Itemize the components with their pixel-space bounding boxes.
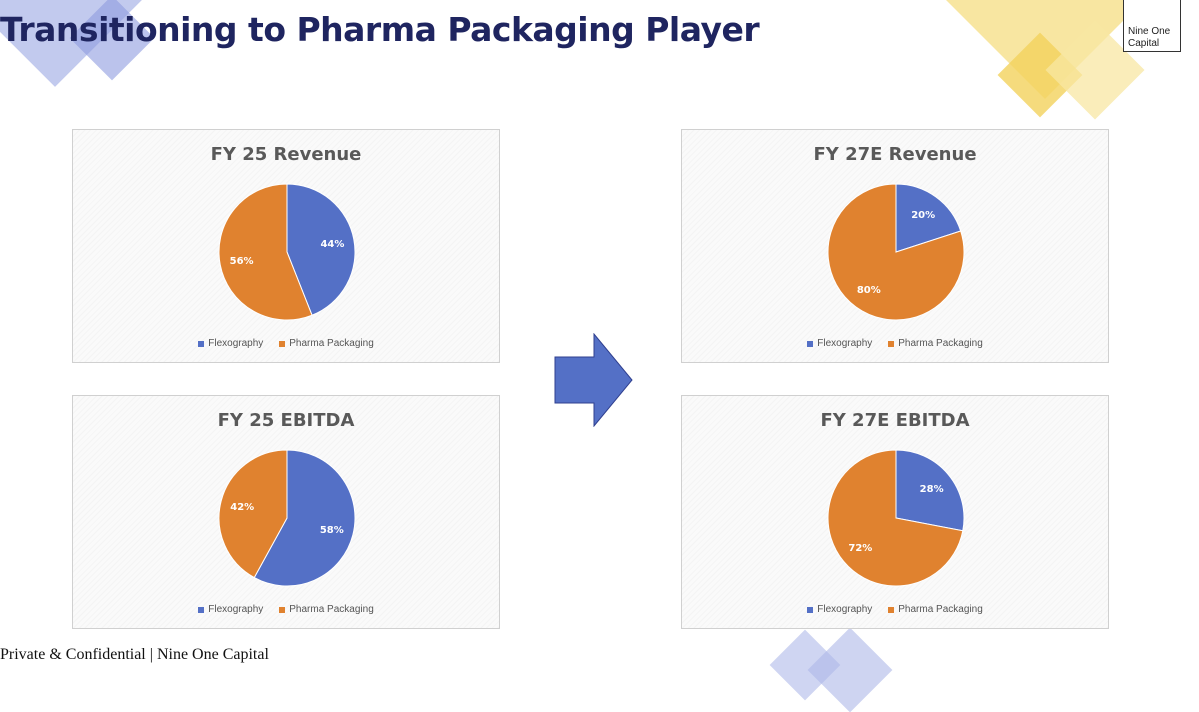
legend-item-pharma-packaging: Pharma Packaging (279, 338, 374, 349)
page-title: Transitioning to Pharma Packaging Player (0, 10, 760, 49)
logo-line2: Capital (1128, 38, 1160, 49)
legend-label: Pharma Packaging (898, 338, 983, 349)
legend-item-flexography: Flexography (807, 604, 872, 615)
legend-label: Flexography (817, 604, 873, 615)
pie-slice-flexography (286, 183, 356, 316)
transition-arrow-icon (554, 333, 633, 427)
pie-chart: 44% 56% (218, 183, 356, 321)
pie-slice-flexography (895, 449, 965, 532)
legend-item-flexography: Flexography (198, 338, 263, 349)
chart-legend: Flexography Pharma Packaging (682, 604, 1108, 615)
legend-swatch-flexography (198, 340, 205, 347)
pie-data-label: 56% (230, 256, 254, 267)
chart-title: FY 25 Revenue (210, 144, 362, 165)
pie-data-label: 72% (848, 543, 872, 554)
chart-fy25-revenue: FY 25 Revenue 44% 56% Flexography Pharma … (72, 129, 500, 363)
legend-item-pharma-packaging: Pharma Packaging (888, 604, 983, 615)
pie-slice-pharma-packaging (827, 183, 965, 321)
legend-label: Flexography (817, 338, 873, 349)
footer-text: Private & Confidential | Nine One Capita… (0, 646, 269, 663)
legend-label: Flexography (208, 338, 264, 349)
legend-swatch-pharma-packaging (888, 340, 895, 347)
pie-data-label: 44% (320, 239, 344, 250)
pie-data-label: 42% (230, 502, 254, 513)
legend-swatch-flexography (198, 606, 205, 613)
decor-blue-diamond-bottom2 (807, 627, 893, 712)
chart-fy25-ebitda: FY 25 EBITDA 58% 42% Flexography Pharma P… (72, 395, 500, 629)
brand-logo: Nine One Capital (1123, 0, 1181, 52)
pie-slice-pharma-packaging (218, 183, 313, 321)
legend-swatch-pharma-packaging (279, 340, 286, 347)
legend-label: Pharma Packaging (289, 604, 374, 615)
legend-label: Pharma Packaging (289, 338, 374, 349)
pie-data-label: 80% (857, 285, 881, 296)
legend-swatch-flexography (807, 340, 814, 347)
chart-title: FY 27E Revenue (813, 144, 977, 165)
chart-legend: Flexography Pharma Packaging (73, 604, 499, 615)
legend-label: Flexography (208, 604, 264, 615)
chart-fy27e-ebitda: FY 27E EBITDA 28% 72% Flexography Pharma … (681, 395, 1109, 629)
logo-line1: Nine One (1128, 26, 1171, 37)
legend-item-pharma-packaging: Pharma Packaging (888, 338, 983, 349)
legend-item-flexography: Flexography (198, 604, 263, 615)
chart-fy27e-revenue: FY 27E Revenue 20% 80% Flexography Pharma… (681, 129, 1109, 363)
pie-slice-flexography (895, 183, 962, 253)
chart-title: FY 25 EBITDA (217, 410, 355, 431)
legend-swatch-pharma-packaging (279, 606, 286, 613)
legend-swatch-flexography (807, 606, 814, 613)
pie-data-label: 58% (320, 525, 344, 536)
chart-legend: Flexography Pharma Packaging (682, 338, 1108, 349)
legend-item-flexography: Flexography (807, 338, 872, 349)
pie-chart: 58% 42% (218, 449, 356, 587)
arrow-shape (554, 333, 633, 427)
pie-slice-pharma-packaging (827, 449, 964, 587)
pie-data-label: 28% (920, 484, 944, 495)
pie-chart: 28% 72% (827, 449, 965, 587)
chart-title: FY 27E EBITDA (820, 410, 970, 431)
pie-chart: 20% 80% (827, 183, 965, 321)
pie-slice-flexography (253, 449, 356, 587)
chart-legend: Flexography Pharma Packaging (73, 338, 499, 349)
legend-item-pharma-packaging: Pharma Packaging (279, 604, 374, 615)
legend-label: Pharma Packaging (898, 604, 983, 615)
pie-data-label: 20% (911, 210, 935, 221)
legend-swatch-pharma-packaging (888, 606, 895, 613)
pie-slice-pharma-packaging (218, 449, 288, 579)
